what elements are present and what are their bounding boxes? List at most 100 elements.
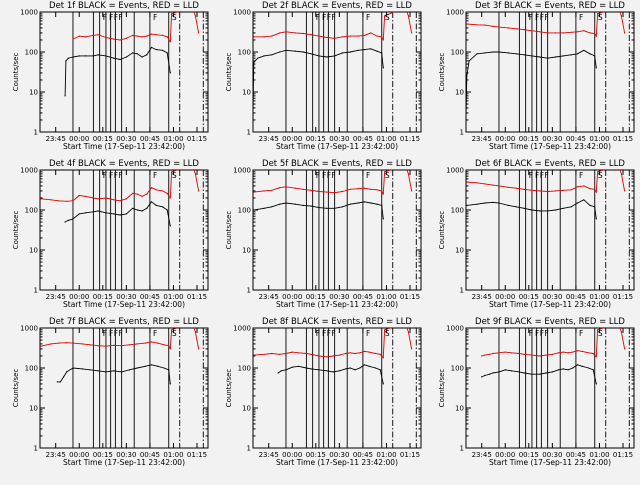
plot-area: [253, 12, 417, 132]
x-axis-label: Start Time (17-Sep-11 23:42:00): [489, 142, 611, 151]
data-point-lld: [510, 352, 513, 354]
flag-label: F: [529, 13, 533, 22]
x-tick-label: 23:45: [46, 135, 66, 143]
x-tick-label: 01:00: [589, 293, 609, 301]
data-point-events: [297, 365, 300, 367]
data-point-events: [507, 52, 509, 54]
data-point-lld: [253, 36, 255, 38]
data-point-lld: [576, 350, 579, 352]
flag-label: F: [322, 329, 326, 338]
data-point-lld: [492, 25, 494, 27]
data-point-lld: [50, 199, 52, 201]
series-line-lld: [72, 12, 200, 43]
data-point-lld: [132, 192, 134, 194]
data-point-lld: [624, 348, 626, 350]
data-point-events: [349, 51, 351, 53]
data-point-events: [97, 54, 99, 56]
x-tick-label: 00:45: [140, 451, 160, 459]
data-point-lld: [374, 352, 377, 355]
x-tick-label: 01:00: [163, 293, 183, 301]
data-point-lld: [547, 32, 549, 34]
data-point-lld: [594, 32, 596, 35]
plot-frame: [465, 169, 635, 291]
data-point-events: [92, 211, 94, 213]
data-point-lld: [507, 186, 509, 188]
x-tick-label: 00:00: [495, 293, 515, 301]
data-point-lld: [105, 197, 107, 199]
data-point-events: [583, 49, 585, 51]
x-tick-label: 00:00: [69, 293, 89, 301]
data-point-lld: [515, 28, 517, 30]
data-point-lld: [587, 352, 590, 354]
data-point-events: [370, 202, 372, 204]
x-tick-label: 00:30: [542, 293, 562, 301]
data-point-lld: [302, 188, 304, 190]
x-tick-label: 01:15: [613, 451, 633, 459]
data-point-lld: [384, 329, 386, 331]
data-point-lld: [624, 32, 626, 34]
data-point-lld: [150, 187, 153, 189]
data-point-events: [510, 370, 513, 372]
flag-label: F: [109, 329, 113, 338]
data-point-lld: [141, 36, 143, 38]
x-tick-label: 23:45: [46, 293, 66, 301]
flag-label: F: [103, 171, 107, 180]
data-point-events: [326, 207, 328, 209]
data-point-lld: [484, 24, 486, 26]
data-point-lld: [157, 342, 159, 344]
panel-det-9f: Det 9f BLACK = Events, RED = LLD 1 10 100 10…: [438, 317, 635, 467]
data-point-events: [468, 60, 470, 62]
data-point-lld: [78, 194, 80, 197]
data-point-lld: [363, 350, 366, 352]
flag-label: F: [540, 329, 544, 338]
data-point-events: [169, 225, 171, 227]
y-tick-label: 1000: [233, 167, 251, 175]
x-tick-label: 00:45: [566, 293, 586, 301]
series-line-events: [57, 364, 171, 384]
data-point-lld: [318, 35, 320, 37]
data-point-lld: [384, 15, 386, 17]
data-point-lld: [562, 32, 564, 34]
data-point-lld: [476, 182, 478, 184]
data-point-events: [484, 52, 486, 54]
flag-label: F: [316, 13, 320, 22]
data-point-lld: [291, 351, 293, 353]
y-tick-label: 1000: [446, 325, 464, 333]
series-line-events: [481, 364, 597, 384]
data-point-lld: [97, 345, 99, 347]
x-tick-label: 01:15: [187, 135, 207, 143]
data-point-events: [498, 51, 500, 53]
data-point-lld: [531, 30, 533, 32]
x-axis-label: Start Time (17-Sep-11 23:42:00): [63, 142, 185, 151]
data-point-lld: [492, 184, 494, 186]
data-point-lld: [551, 353, 554, 355]
y-tick-label: 10: [455, 405, 464, 413]
data-point-lld: [166, 36, 168, 38]
flag-label: F: [327, 171, 331, 180]
data-point-lld: [498, 352, 500, 354]
flag-label: F: [118, 329, 122, 338]
data-point-lld: [589, 188, 591, 190]
data-point-lld: [72, 38, 74, 40]
x-tick-label: 00:45: [353, 293, 373, 301]
data-point-events: [551, 371, 554, 373]
x-tick-label: 00:30: [329, 451, 349, 459]
plot-frame: [39, 11, 209, 133]
flag-label: F: [331, 171, 335, 180]
data-point-events: [65, 60, 67, 62]
data-point-events: [379, 369, 381, 371]
data-point-events: [161, 49, 164, 51]
panel-det-2f: Det 2f BLACK = Events, RED = LLD 1 10 100 10…: [225, 1, 422, 151]
data-point-events: [136, 367, 138, 369]
data-point-lld: [128, 344, 131, 346]
data-point-lld: [572, 351, 574, 353]
data-point-events: [498, 202, 500, 204]
data-point-lld: [531, 189, 533, 191]
data-point-lld: [58, 342, 60, 344]
x-tick-label: 00:30: [329, 135, 349, 143]
data-point-lld: [97, 198, 99, 200]
y-tick-label: 1000: [20, 9, 38, 17]
data-point-events: [570, 206, 572, 208]
data-point-events: [489, 373, 491, 375]
